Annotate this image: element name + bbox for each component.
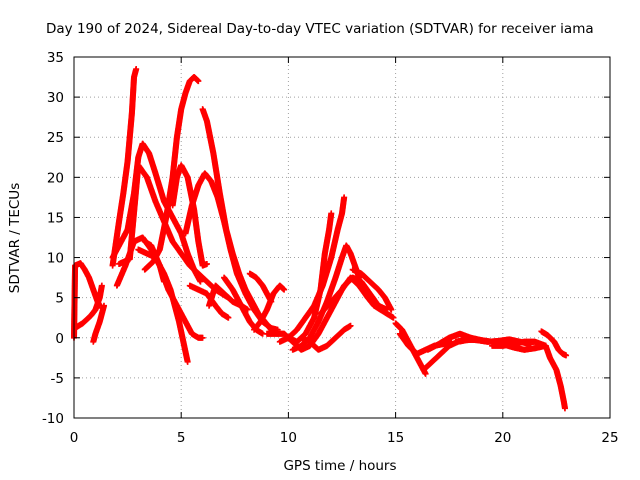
series-arc-8 bbox=[135, 246, 191, 365]
grid-lines bbox=[74, 57, 610, 418]
y-tick-label: 35 bbox=[47, 50, 64, 66]
x-tick-label: 5 bbox=[177, 430, 186, 446]
y-tick-label: 10 bbox=[47, 251, 64, 267]
y-tick-label: 0 bbox=[55, 331, 64, 347]
x-tick-label: 0 bbox=[70, 430, 79, 446]
data-point bbox=[197, 278, 204, 285]
y-tick-label: 5 bbox=[55, 291, 64, 307]
y-tick-label: 25 bbox=[47, 130, 64, 146]
data-point bbox=[98, 282, 105, 289]
y-tick-label: -5 bbox=[51, 371, 64, 387]
data-point bbox=[195, 78, 202, 85]
chart-title: Day 190 of 2024, Sidereal Day-to-day VTE… bbox=[46, 21, 594, 37]
data-marks bbox=[71, 66, 570, 412]
series-arc-3 bbox=[90, 302, 108, 345]
x-axis-label: GPS time / hours bbox=[283, 458, 396, 474]
plot-frame bbox=[73, 56, 611, 419]
x-tick-label: 15 bbox=[387, 430, 404, 446]
y-tick-label: 30 bbox=[47, 90, 64, 106]
data-point bbox=[101, 302, 108, 309]
y-tick-label: 15 bbox=[47, 210, 64, 226]
y-axis-label: SDTVAR / TECUs bbox=[7, 183, 23, 293]
series-arc-10 bbox=[141, 238, 206, 341]
series-arc-2 bbox=[73, 282, 105, 331]
x-tick-label: 25 bbox=[601, 430, 618, 446]
series-arc-9 bbox=[141, 74, 202, 273]
x-tick-label: 20 bbox=[494, 430, 511, 446]
series-arc-11 bbox=[169, 162, 210, 269]
data-point bbox=[199, 334, 206, 341]
y-tick-label: 20 bbox=[47, 170, 64, 186]
y-tick-label: -10 bbox=[42, 411, 64, 427]
x-tick-label: 10 bbox=[280, 430, 297, 446]
data-point bbox=[133, 66, 140, 73]
data-point bbox=[184, 358, 191, 365]
